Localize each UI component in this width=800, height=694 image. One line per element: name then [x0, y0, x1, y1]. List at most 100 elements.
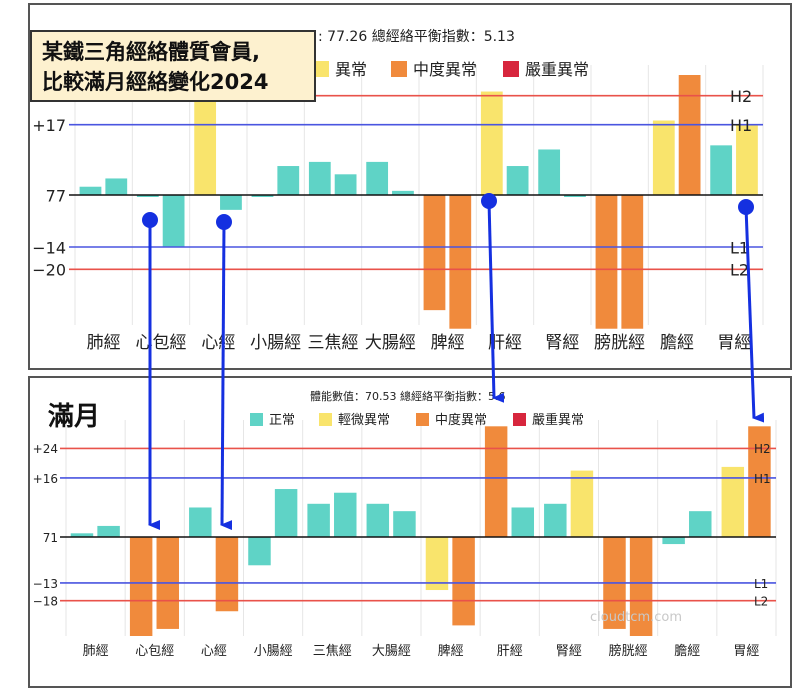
category-label: 心經	[201, 333, 235, 353]
bar	[484, 426, 508, 537]
bar	[105, 178, 128, 195]
bar	[564, 195, 586, 197]
bar	[308, 161, 331, 195]
bar	[366, 161, 389, 195]
legend-swatch-mild	[313, 61, 329, 77]
legend-swatch-moderate	[391, 61, 407, 77]
bar	[70, 533, 94, 537]
category-label: 胃經	[733, 644, 759, 659]
legend-label: 嚴重異常	[525, 60, 589, 79]
stats-text: 體能數值：70.53 總經絡平衡指數：5.6	[310, 389, 505, 403]
category-label: 肝經	[497, 644, 523, 659]
category-label: 肺經	[83, 644, 109, 659]
before-meridian-bar-chart: : 77.26 總經絡平衡指數：5.13 異常 中度異常 嚴重異常 H2 H1 +17 L1 −…	[32, 28, 764, 353]
bar	[570, 470, 594, 537]
category-label: 膽經	[660, 333, 694, 353]
baseline-label: 71	[43, 531, 58, 545]
legend-swatch-moderate	[416, 413, 429, 426]
bar	[162, 195, 185, 247]
bar	[251, 195, 274, 197]
y-tick-label: −13	[33, 577, 58, 591]
bar	[334, 174, 357, 195]
bar	[220, 195, 242, 210]
bar	[721, 466, 745, 537]
ref-line-label: H1	[754, 472, 771, 486]
category-label: 膀胱經	[594, 333, 645, 353]
legend-swatch-severe	[503, 61, 519, 77]
bar	[97, 525, 120, 537]
legend-swatch-mild	[319, 413, 332, 426]
category-label: 心包經	[135, 644, 174, 659]
bar	[334, 492, 357, 537]
category-label: 胃經	[717, 333, 751, 353]
y-tick-label: −14	[32, 238, 66, 257]
bar	[621, 195, 644, 329]
bar	[392, 190, 414, 195]
category-label: 大腸經	[372, 644, 411, 659]
bar	[393, 511, 416, 537]
legend-label: 中度異常	[413, 60, 477, 79]
comparison-callout: 某鐵三角經絡體質會員, 比較滿月經絡變化2024	[30, 30, 316, 102]
ref-line-label: L1	[754, 577, 768, 591]
bar	[194, 95, 217, 195]
bar	[748, 426, 771, 537]
bar	[449, 195, 472, 329]
category-label: 脾經	[438, 644, 464, 659]
y-tick-label: +24	[33, 442, 58, 456]
bar	[662, 537, 685, 545]
legend-label: 正常	[269, 413, 295, 428]
bar	[189, 507, 212, 537]
ref-line-label: L2	[730, 261, 749, 280]
legend-label: 嚴重異常	[532, 412, 584, 428]
ref-line-label: L2	[754, 594, 768, 608]
bar	[425, 537, 449, 591]
category-label: 腎經	[545, 333, 579, 353]
callout-line-1: 某鐵三角經絡體質會員,	[42, 40, 260, 64]
ref-line-label: H2	[754, 442, 771, 456]
y-tick-label: +16	[33, 472, 58, 486]
full-month-caption: 滿月	[48, 402, 101, 432]
callout-line-2: 比較滿月經絡變化2024	[42, 70, 269, 94]
legend-swatch-severe	[513, 413, 526, 426]
bar	[307, 503, 330, 537]
bar	[629, 537, 653, 636]
category-label: 三焦經	[308, 333, 359, 353]
y-tick-label: +17	[32, 116, 66, 135]
bar	[736, 124, 758, 195]
category-label: 脾經	[431, 333, 465, 353]
bar	[678, 75, 701, 195]
bar	[480, 91, 503, 195]
bar	[129, 537, 153, 636]
bar	[136, 195, 159, 197]
bar	[277, 166, 300, 195]
baseline-label: 77	[46, 186, 66, 205]
category-label: 小腸經	[250, 333, 301, 353]
category-label: 小腸經	[254, 644, 293, 659]
bar	[595, 195, 618, 329]
bar	[538, 149, 561, 195]
after-meridian-bar-chart: 體能數值：70.53 總經絡平衡指數：5.6 正常 輕微異常 中度異常 嚴重異常 H2 +2…	[33, 389, 777, 659]
stats-text: : 77.26 總經絡平衡指數：5.13	[318, 28, 515, 45]
bar	[452, 537, 475, 626]
bar	[689, 511, 712, 537]
bar	[248, 537, 271, 566]
category-label: 大腸經	[365, 333, 416, 353]
category-label: 膽經	[674, 644, 700, 659]
legend-label: 異常	[335, 60, 367, 79]
bar	[652, 120, 675, 195]
legend-swatch-normal	[250, 413, 263, 426]
bar	[506, 166, 529, 195]
bar	[710, 145, 733, 195]
bar	[423, 195, 446, 311]
bar	[511, 507, 535, 537]
category-label: 三焦經	[313, 644, 352, 659]
bar	[544, 503, 567, 537]
bar	[366, 503, 390, 537]
ref-line-label: L1	[730, 238, 749, 257]
y-tick-label: −20	[32, 261, 66, 280]
watermark: cloudtcm.com	[590, 610, 682, 625]
legend-label: 中度異常	[435, 412, 487, 428]
category-label: 心經	[201, 644, 227, 659]
category-label: 膀胱經	[609, 643, 648, 659]
category-label: 肺經	[87, 333, 121, 353]
